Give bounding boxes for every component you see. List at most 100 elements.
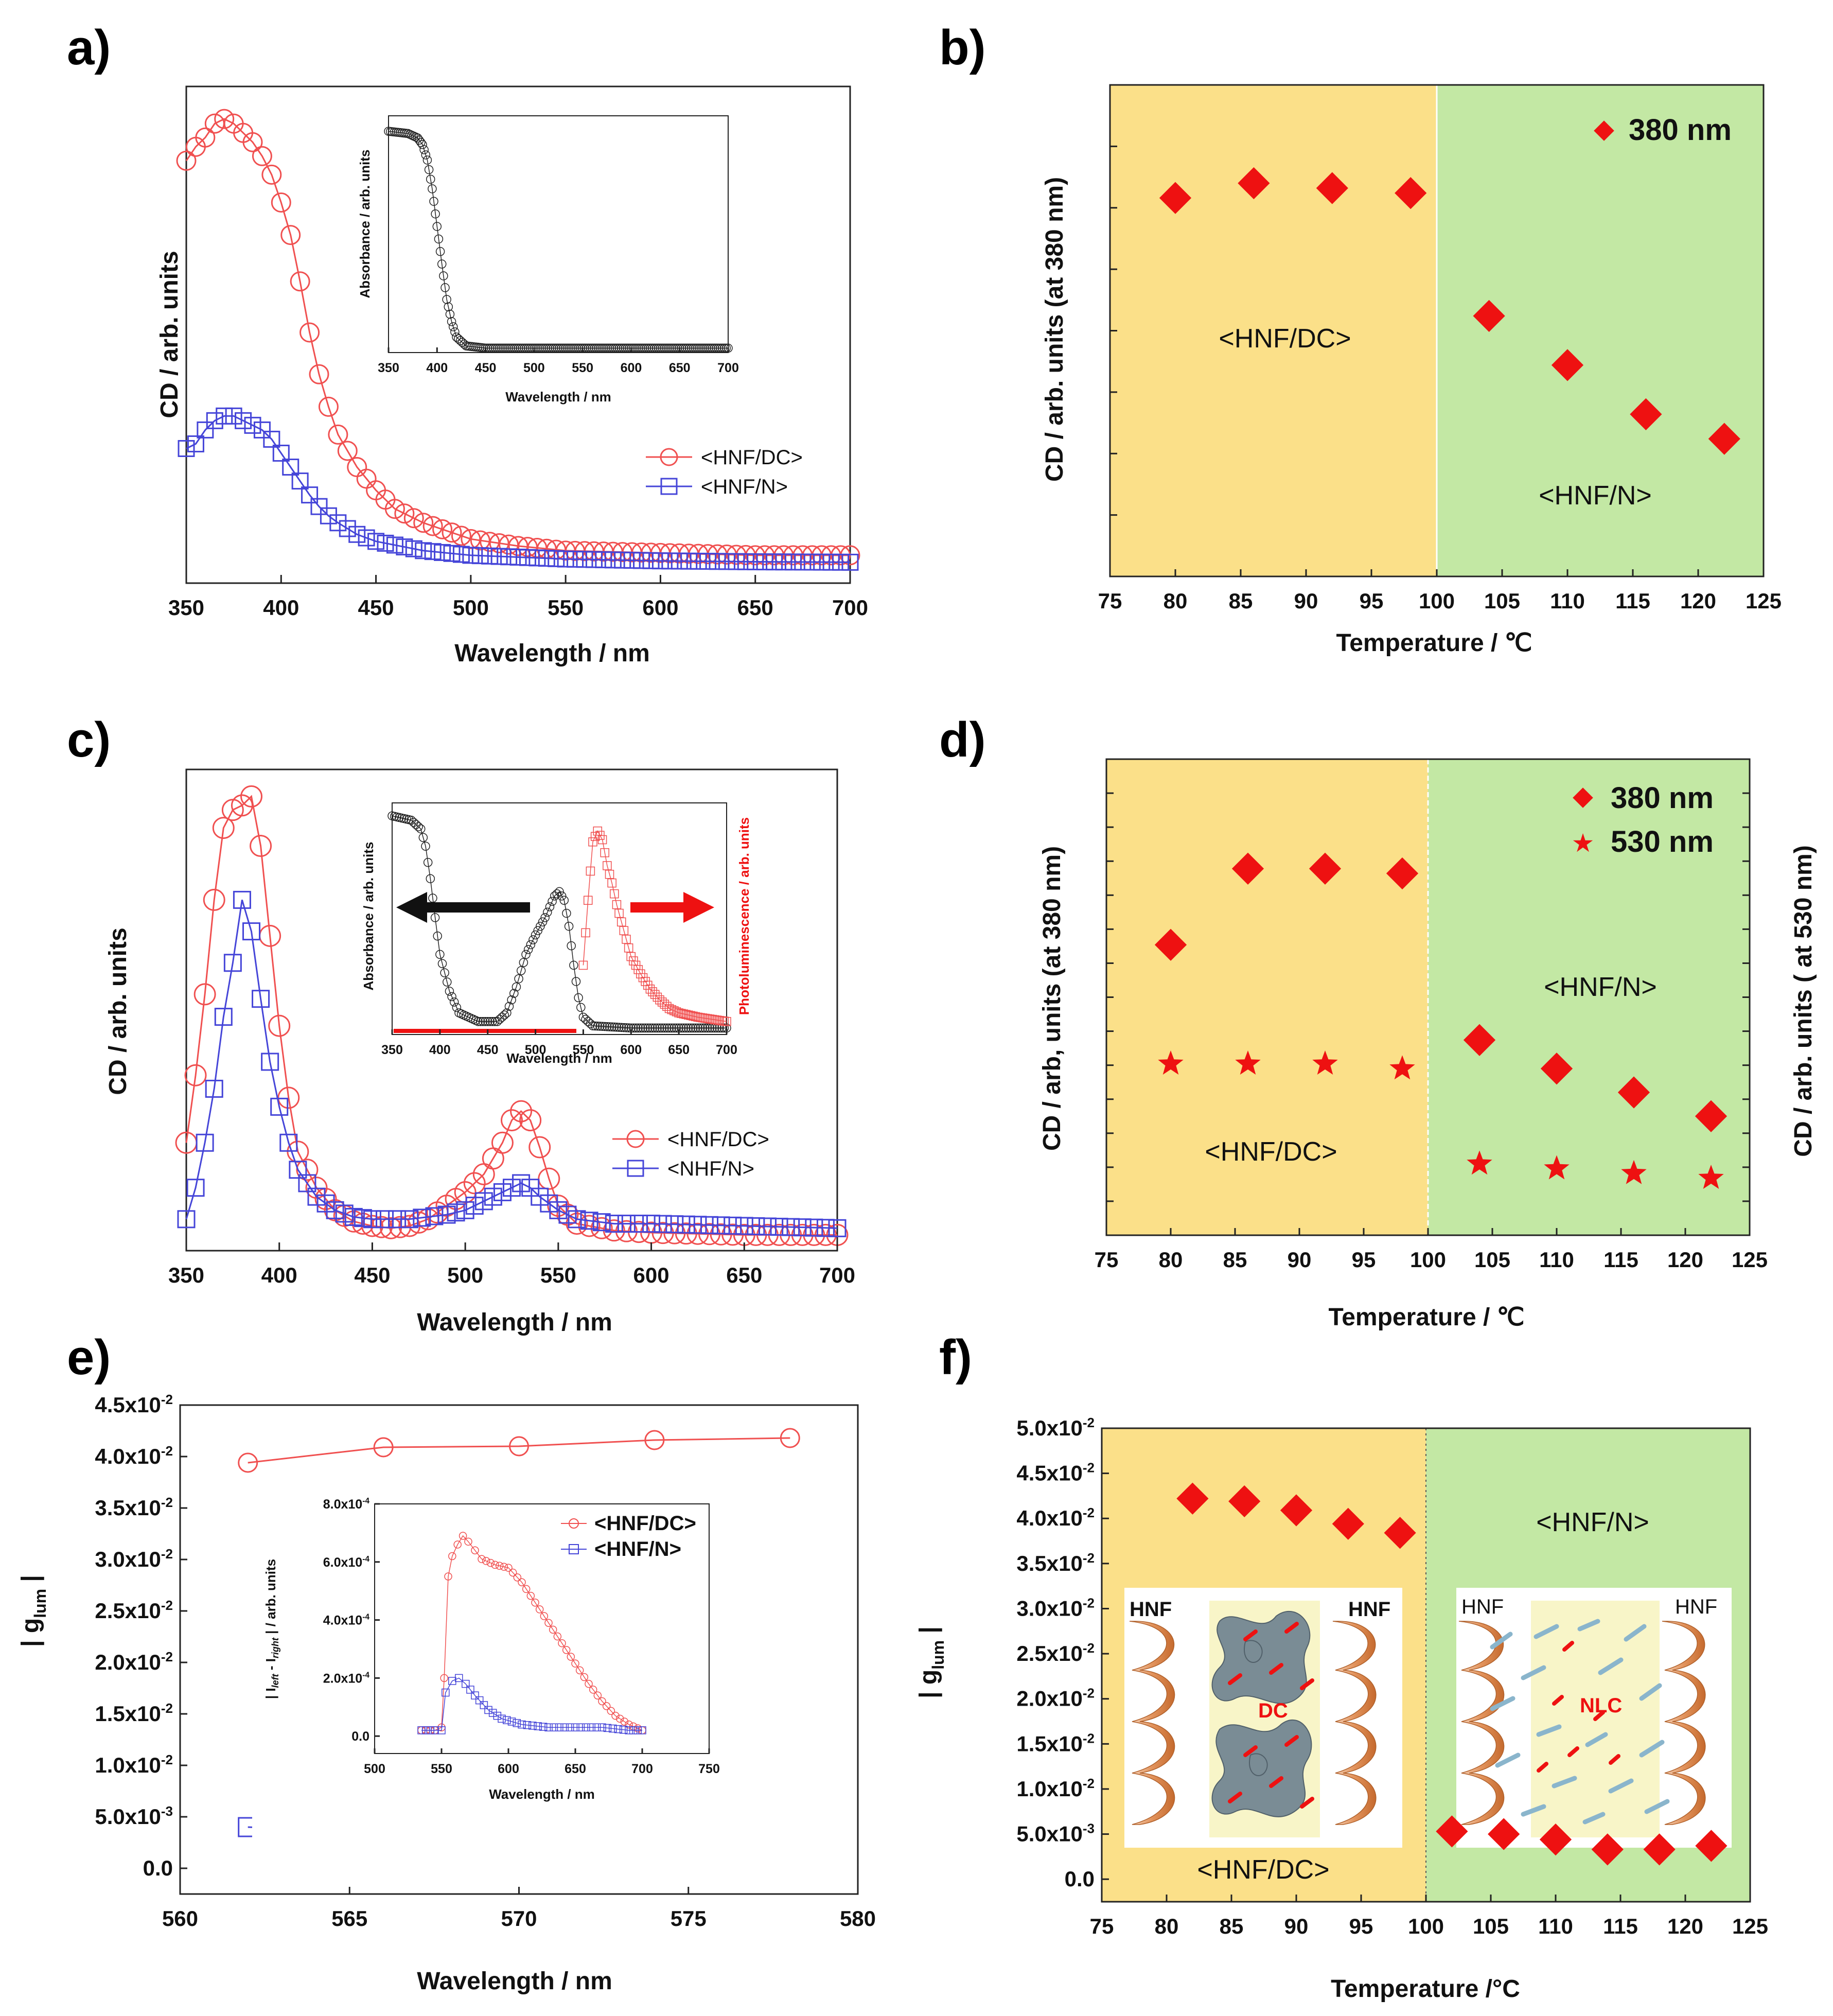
chart-a-series-1-point [690, 552, 707, 570]
chart-a-inset-series-0-point [702, 343, 712, 353]
chart-a-series-1-point [509, 548, 527, 566]
chart-c-series-1-point [196, 1133, 214, 1152]
dc-phase-hnf-right: HNF [1348, 1598, 1390, 1621]
chart-e-inset-series-0-point [478, 1555, 486, 1563]
chart-e-inset-series-0-point [448, 1552, 456, 1561]
chart-a-series-1-point [225, 407, 242, 425]
chart-b-series-0-point [1708, 423, 1740, 455]
chart-d-series-1-point [1158, 1050, 1184, 1075]
chart-c-inset: 350 400 450 500 550 600 650 700 Wavelength / nm… [355, 782, 756, 1071]
chart-a-series-0-point [413, 513, 434, 533]
chart-a-series-0-point [840, 545, 860, 566]
chart-e-series-0-point [644, 1430, 665, 1450]
chart-a-series-1-point [803, 553, 821, 571]
chart-e-ytick-label: 3.0x10-2 [95, 1546, 173, 1571]
chart-a-series-0-point [318, 396, 339, 417]
chart-a-inset-series-0-point [638, 343, 647, 353]
chart-a-series-0-point [337, 441, 358, 461]
chart-c-series-1-point [617, 1215, 636, 1233]
chart-c-inset-series-0-point [693, 1023, 703, 1033]
chart-c-inset-series-0-point [614, 1023, 624, 1032]
chart-f-series-0-point [1384, 1517, 1416, 1549]
chart-e-inset-series-0-point [544, 1619, 553, 1627]
chart-e-inset-series-0-point [518, 1578, 526, 1587]
chart-c-series-1-point [758, 1217, 777, 1236]
chart-d-ylabel: CD / arb, units (at 380 nm) [1038, 846, 1066, 1151]
chart-a-inset-series-0-point [518, 343, 527, 353]
chart-a-inset-series-0-point [434, 234, 444, 244]
chart-e-legend-n: <HNF/N> [594, 1538, 681, 1561]
chart-a-series-1-point [462, 547, 480, 564]
chart-a-series-1-point [348, 525, 366, 543]
chart-e-inset-series-1-point [421, 1726, 430, 1734]
chart-b-series-0-point [1473, 300, 1505, 332]
chart-a-inset-series-0-point [716, 343, 725, 353]
chart-d-series-1-point [1312, 1050, 1338, 1075]
chart-a-inset-series-0-point [495, 343, 504, 353]
chart-c-series-1-point [437, 1205, 456, 1224]
chart-c-inset-series-0-point [507, 995, 516, 1005]
chart-a-inset-series-0-point [584, 343, 593, 353]
chart-c-inset-series-1-point [581, 928, 590, 938]
chart-f-ylabel: | glum | [915, 1626, 947, 1698]
svg-text:| glum |: | glum | [17, 1575, 49, 1647]
chart-a-inset-series-0-point [492, 343, 502, 353]
chart-f-series-0-point [1332, 1507, 1364, 1540]
chart-c-inset-series-1-point [645, 984, 655, 994]
chart-a-inset-series-0-point [649, 343, 659, 353]
chart-f-tick-label: 115 [1603, 1914, 1638, 1938]
chart-a-tick-label: 600 [642, 595, 678, 620]
chart-e-inset-series-0-point [615, 1714, 624, 1723]
chart-a-series-1-point [661, 552, 679, 570]
chart-a-series-1-point [841, 553, 859, 571]
chart-c-series-0-point [184, 1064, 207, 1086]
chart-e-inset-series-1-point [614, 1725, 622, 1733]
chart-c-series-1-point [388, 1210, 407, 1229]
chart-a-series-1-point [528, 549, 546, 567]
chart-c-inset-series-0-point [490, 1017, 500, 1026]
chart-c-series-1-point [289, 1161, 307, 1179]
chart-c-inset-series-1-point [616, 917, 626, 927]
chart-b-tick-label: 115 [1615, 589, 1650, 613]
chart-a-series-1-point [747, 553, 764, 571]
chart-c-inset-series-0-point [648, 1023, 657, 1033]
chart-a-series-1-point [614, 551, 631, 569]
chart-c-series-1-point [233, 890, 251, 909]
chart-c-inset-series-0-point [538, 917, 548, 927]
chart-d-tick-label: 75 [1095, 1248, 1119, 1272]
chart-c-inset-xlabel: Wavelength / nm [506, 1050, 612, 1066]
chart-a-series-1-point [367, 533, 385, 550]
chart-c-inset-tick-label: 350 [381, 1043, 403, 1057]
chart-a-series-0-point [384, 499, 405, 519]
chart-c-series-1-point [540, 1194, 558, 1213]
chart-a-inset-series-0-point [429, 197, 438, 206]
chart-c-series-1-point [214, 1008, 233, 1026]
chart-c-series-1-point [592, 1213, 611, 1232]
chart-f-ytick-label: 1.0x10-2 [1016, 1776, 1095, 1801]
chart-a-series-1-point [178, 440, 195, 457]
chart-a-inset-x-ticks: 350 400 450 500 550 600 650 700 [378, 347, 739, 375]
chart-a-inset-series-0-point [698, 343, 708, 353]
chart-a-legend-n: <HNF/N> [701, 476, 788, 498]
chart-c-marks [175, 785, 849, 1246]
chart-a-inset-series-0-point [681, 343, 690, 353]
chart-a-series-0-point [470, 530, 490, 551]
chart-e-inset-series-0-point [513, 1573, 522, 1582]
chart-a-series-1-point [386, 536, 403, 554]
chart-a-series-1-point [557, 550, 574, 568]
chart-a-inset-series-0-point [683, 343, 692, 353]
chart-c-series-1-line [185, 899, 838, 1229]
chart-e-inset-series-0-point [508, 1568, 517, 1577]
chart-c-inset-series-0-point [698, 1023, 708, 1033]
chart-e-inset-series-1-point [455, 1674, 463, 1682]
chart-a-inset-series-0-point [440, 283, 450, 292]
chart-c-inset-series-0-point [636, 1023, 645, 1033]
chart-c-inset-series-0-point [414, 822, 423, 832]
chart-d-tick-label: 85 [1223, 1248, 1247, 1272]
chart-e-inset-series-0-point [459, 1532, 467, 1540]
chart-a-inset-series-0-point [658, 343, 667, 353]
chart-a-series-1-line [186, 415, 851, 563]
chart-c-inset-series-0-point [500, 1010, 509, 1020]
chart-a-tick-label: 500 [453, 595, 489, 620]
chart-e-inset-series-0-point [444, 1572, 452, 1581]
